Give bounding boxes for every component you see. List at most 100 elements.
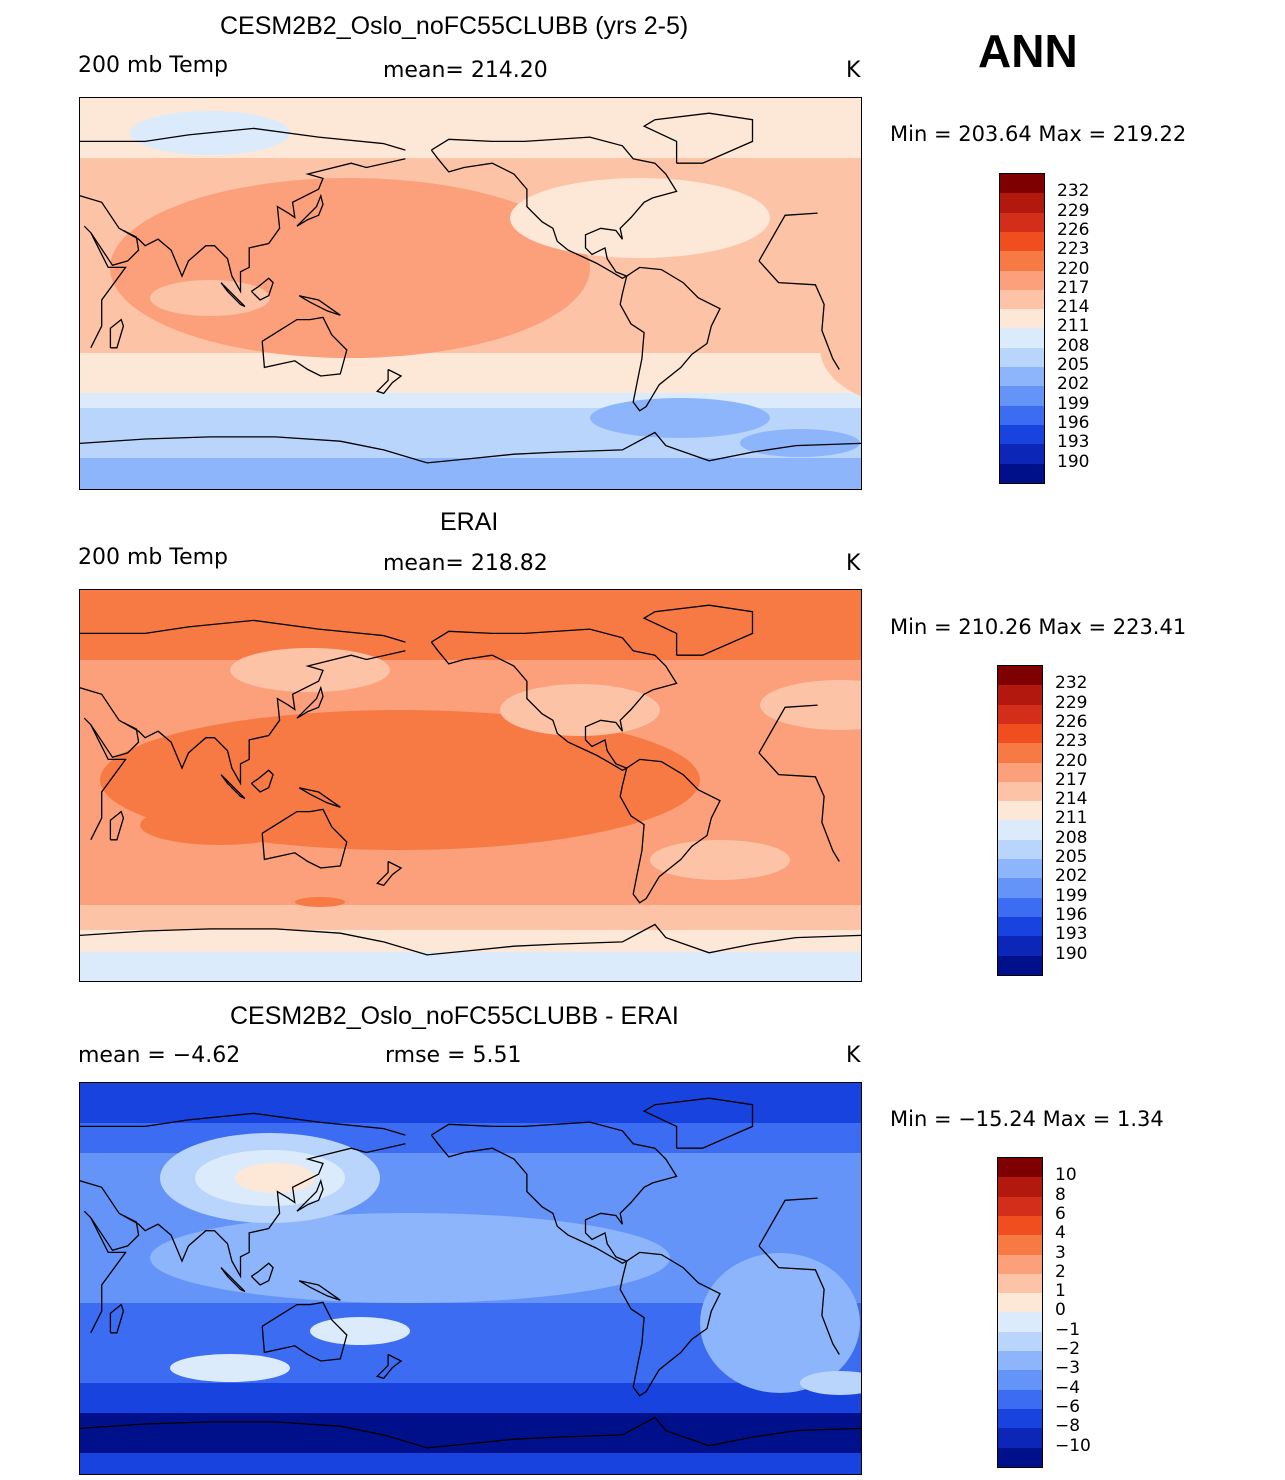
contour-region bbox=[140, 805, 300, 845]
contour-region bbox=[740, 429, 860, 457]
coastline bbox=[250, 1262, 274, 1286]
min-max-label: Min = −15.24 Max = 1.34 bbox=[890, 1107, 1164, 1131]
coastline bbox=[298, 295, 341, 316]
colorbar-segment bbox=[1000, 328, 1044, 349]
colorbar-tick-label: 214 bbox=[1055, 789, 1088, 810]
coastline bbox=[375, 1353, 403, 1380]
colorbar-tick-label: 190 bbox=[1057, 451, 1090, 472]
colorbar-box bbox=[999, 173, 1045, 484]
coastline bbox=[80, 619, 406, 643]
colorbar-segment bbox=[998, 820, 1042, 841]
colorbar-segment bbox=[998, 878, 1042, 899]
colorbar-segment bbox=[998, 1408, 1042, 1429]
coastline bbox=[375, 860, 403, 887]
colorbar-segment bbox=[1000, 424, 1044, 445]
colorbar-segment bbox=[1000, 231, 1044, 252]
colorbar-segment bbox=[998, 936, 1042, 956]
colorbar-tick-label: 3 bbox=[1055, 1242, 1066, 1263]
colorbar-segment bbox=[998, 801, 1042, 821]
map-diff bbox=[79, 1082, 862, 1475]
mean-label: mean = −4.62 bbox=[78, 1043, 241, 1068]
colorbar-box bbox=[997, 1157, 1043, 1468]
colorbar-tick-label: 8 bbox=[1055, 1184, 1066, 1205]
colorbar-tick-label: 232 bbox=[1057, 181, 1090, 202]
contour-band bbox=[80, 952, 861, 981]
colorbar-tick-label: 223 bbox=[1057, 239, 1090, 260]
colorbar-segment bbox=[1000, 309, 1044, 329]
contour-band bbox=[80, 458, 861, 489]
min-max-label: Min = 210.26 Max = 223.41 bbox=[890, 615, 1187, 639]
contour-region bbox=[170, 1354, 290, 1382]
coastline bbox=[109, 318, 125, 349]
colorbar-segment bbox=[998, 1370, 1042, 1391]
coastline bbox=[619, 758, 721, 904]
colorbar-tick-label: −2 bbox=[1055, 1339, 1081, 1359]
colorbar-segment bbox=[998, 1177, 1042, 1198]
colorbar-tick-label: −3 bbox=[1055, 1358, 1081, 1379]
colorbar-segment bbox=[998, 1254, 1042, 1275]
map-obs bbox=[79, 589, 862, 982]
colorbar-tick-label: 202 bbox=[1057, 374, 1090, 395]
colorbar-segment bbox=[998, 1312, 1042, 1333]
coastline bbox=[296, 193, 324, 227]
panel-title: ERAI bbox=[440, 508, 499, 536]
season-label: ANN bbox=[978, 25, 1078, 77]
contour-band bbox=[80, 1413, 861, 1453]
coastline bbox=[619, 1251, 721, 1397]
colorbar-tick-label: 217 bbox=[1057, 277, 1090, 298]
contour-region bbox=[650, 840, 790, 880]
colorbar-tick-label: 220 bbox=[1057, 258, 1090, 279]
colorbar-tick-label: 217 bbox=[1055, 769, 1088, 790]
colorbar-segment bbox=[1000, 212, 1044, 233]
colorbar-tick-label: −1 bbox=[1055, 1319, 1081, 1340]
coastline bbox=[619, 266, 721, 412]
colorbar-segment bbox=[1000, 347, 1044, 368]
colorbar-tick-label: 199 bbox=[1055, 885, 1088, 906]
min-max-label: Min = 203.64 Max = 219.22 bbox=[890, 122, 1187, 146]
contour-region bbox=[510, 178, 770, 258]
colorbar-tick-label: 190 bbox=[1055, 943, 1088, 964]
colorbar-segment bbox=[998, 762, 1042, 783]
colorbar-tick-label: 223 bbox=[1055, 731, 1088, 752]
colorbar-tick-label: 4 bbox=[1055, 1223, 1066, 1244]
coastline bbox=[298, 1280, 341, 1301]
coastline bbox=[642, 112, 754, 164]
colorbar-tick-label: 1 bbox=[1055, 1281, 1066, 1302]
contour-region bbox=[150, 280, 270, 316]
colorbar-segment bbox=[1000, 289, 1044, 310]
contour-region bbox=[235, 1163, 315, 1193]
coastline bbox=[220, 774, 246, 800]
colorbar-segment bbox=[998, 1273, 1042, 1294]
units-label: K bbox=[846, 1043, 861, 1068]
colorbar-tick-label: 208 bbox=[1057, 335, 1090, 356]
colorbar-tick-label: 211 bbox=[1055, 808, 1088, 829]
coastline bbox=[261, 316, 348, 377]
coastline bbox=[80, 431, 861, 464]
variable-label: 200 mb Temp bbox=[78, 545, 229, 570]
coastline bbox=[642, 604, 754, 656]
colorbar-segment bbox=[1000, 270, 1044, 291]
rmse-label: rmse = 5.51 bbox=[385, 1043, 522, 1068]
colorbar-segment bbox=[1000, 193, 1044, 214]
coastline bbox=[80, 923, 861, 956]
contour-band bbox=[80, 353, 861, 398]
coastline bbox=[430, 628, 678, 772]
colorbar-segment bbox=[998, 1331, 1042, 1352]
colorbar-segment bbox=[1000, 386, 1044, 407]
colorbar-tick-label: 232 bbox=[1055, 673, 1088, 694]
coastline bbox=[90, 229, 140, 267]
panel-title: CESM2B2_Oslo_noFC55CLUBB (yrs 2-5) bbox=[220, 12, 689, 40]
coastline bbox=[109, 810, 125, 841]
contour-region bbox=[310, 1317, 410, 1345]
colorbar-tick-label: 220 bbox=[1055, 750, 1088, 771]
colorbar-tick-label: 0 bbox=[1055, 1300, 1066, 1321]
colorbar-tick-label: 229 bbox=[1055, 692, 1088, 713]
coastline bbox=[296, 685, 324, 719]
units-label: K bbox=[846, 551, 861, 576]
colorbar-tick-label: 6 bbox=[1055, 1203, 1066, 1224]
contour-band bbox=[80, 1453, 861, 1474]
variable-label: 200 mb Temp bbox=[78, 53, 229, 78]
coastline bbox=[250, 769, 274, 793]
coastline bbox=[90, 721, 140, 759]
colorbar-segment bbox=[1000, 174, 1044, 194]
